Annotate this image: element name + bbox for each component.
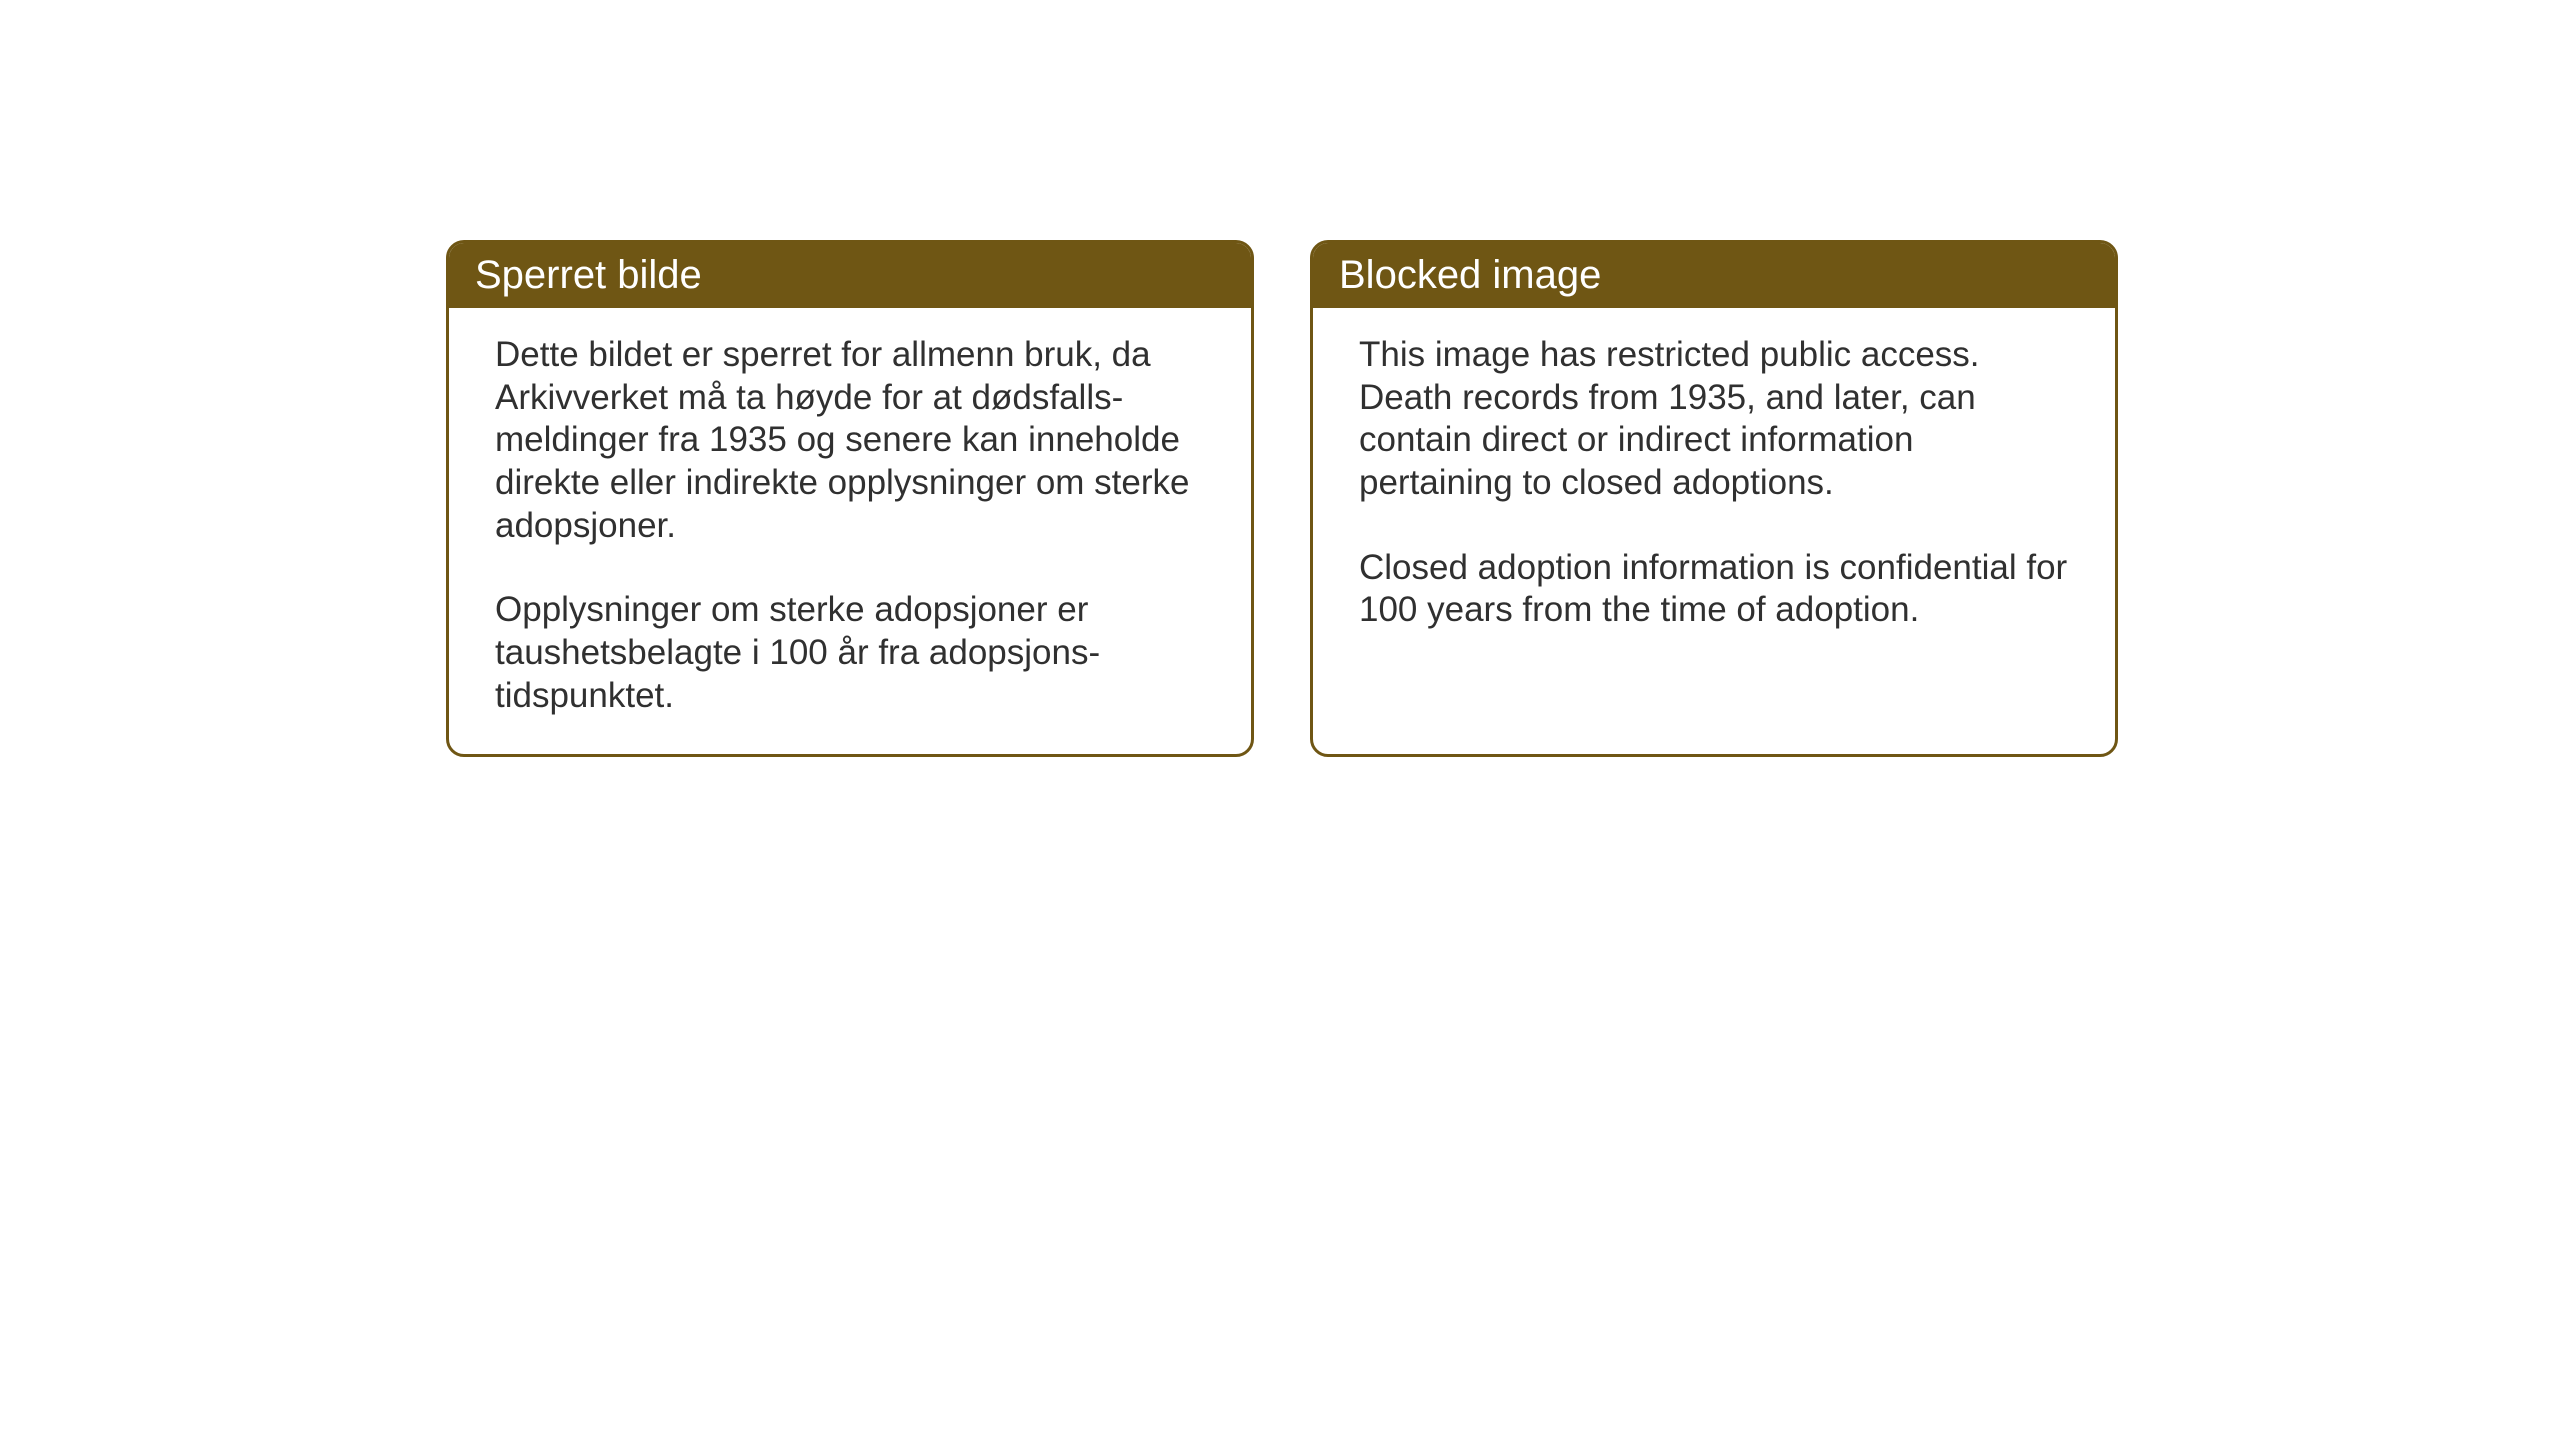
norwegian-paragraph-1: Dette bildet er sperret for allmenn bruk…: [495, 334, 1205, 547]
english-card-header: Blocked image: [1313, 243, 2115, 308]
english-paragraph-1: This image has restricted public access.…: [1359, 334, 2069, 505]
norwegian-card-header: Sperret bilde: [449, 243, 1251, 308]
norwegian-paragraph-2: Opplysninger om sterke adopsjoner er tau…: [495, 589, 1205, 717]
notice-container: Sperret bilde Dette bildet er sperret fo…: [446, 240, 2118, 757]
english-card-body: This image has restricted public access.…: [1313, 308, 2115, 668]
norwegian-title: Sperret bilde: [475, 253, 702, 297]
norwegian-notice-card: Sperret bilde Dette bildet er sperret fo…: [446, 240, 1254, 757]
english-title: Blocked image: [1339, 253, 1601, 297]
english-notice-card: Blocked image This image has restricted …: [1310, 240, 2118, 757]
norwegian-card-body: Dette bildet er sperret for allmenn bruk…: [449, 308, 1251, 754]
english-paragraph-2: Closed adoption information is confident…: [1359, 547, 2069, 632]
